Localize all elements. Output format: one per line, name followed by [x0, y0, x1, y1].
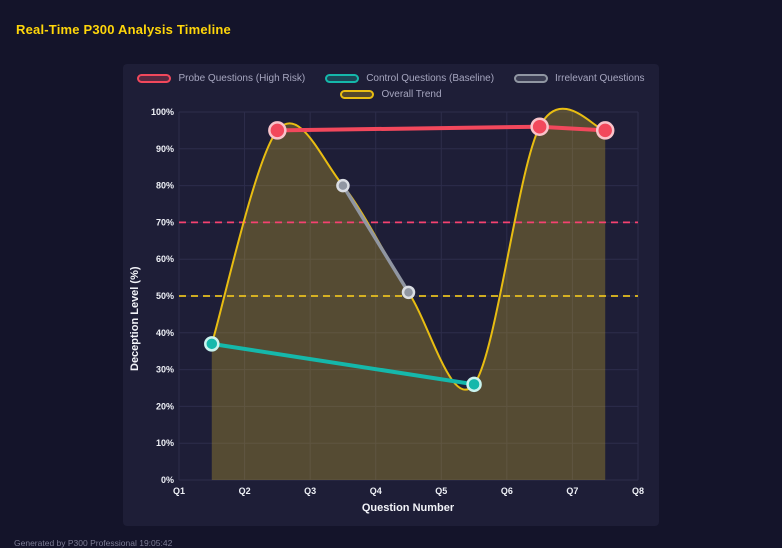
y-tick-label: 100% [151, 107, 174, 117]
x-tick-label: Q2 [239, 486, 251, 496]
y-tick-label: 50% [156, 291, 174, 301]
legend-row: Probe Questions (High Risk) Control Quest… [137, 73, 645, 84]
footer-note: Generated by P300 Professional 19:05:42 [14, 538, 173, 548]
legend-item[interactable]: Control Questions (Baseline) [325, 73, 494, 84]
legend-label: Overall Trend [381, 89, 442, 100]
y-axis-label: Deception Level (%) [129, 266, 141, 372]
legend-item[interactable]: Probe Questions (High Risk) [137, 73, 305, 84]
y-tick-label: 90% [156, 144, 174, 154]
legend-item[interactable]: Overall Trend [340, 89, 442, 100]
page-title: Real-Time P300 Analysis Timeline [16, 22, 231, 37]
data-point[interactable] [595, 121, 615, 140]
series-line [209, 341, 477, 387]
x-tick-label: Q3 [304, 486, 316, 496]
chart-legend: Probe Questions (High Risk) Control Quest… [123, 64, 659, 100]
legend-swatch [340, 90, 375, 99]
x-tick-label: Q1 [173, 486, 185, 496]
chart-area: Deception Level (%) Q1 Q2 Q3 Q4 Q5 Q6 Q7 Q8 0% 10… [123, 102, 659, 502]
data-point[interactable] [530, 117, 549, 136]
legend-swatch [137, 74, 172, 83]
series-line [341, 183, 411, 295]
y-tick-label: 70% [156, 217, 174, 227]
data-point[interactable] [204, 336, 220, 352]
x-tick-label: Q6 [501, 486, 513, 496]
data-point[interactable] [336, 178, 350, 193]
x-tick-label: Q5 [435, 486, 447, 496]
x-axis-label: Question Number [361, 502, 455, 514]
y-tick-label: 20% [156, 401, 174, 411]
legend-swatch [325, 74, 360, 83]
legend-swatch [514, 74, 549, 83]
y-tick-label: 10% [156, 438, 174, 448]
data-point[interactable] [268, 121, 287, 140]
x-tick-label: Q7 [566, 486, 578, 496]
x-tick-label: Q4 [370, 486, 382, 496]
legend-label: Control Questions (Baseline) [366, 73, 495, 84]
y-tick-label: 0% [161, 475, 174, 485]
y-tick-label: 60% [156, 254, 174, 264]
y-tick-label: 80% [156, 181, 174, 191]
data-point[interactable] [466, 376, 482, 393]
x-tick-label: Q8 [632, 486, 644, 496]
y-tick-label: 40% [156, 328, 174, 338]
legend-label: Probe Questions (High Risk) [178, 73, 306, 84]
legend-row: Overall Trend [340, 89, 442, 100]
legend-label: Irrelevant Questions [555, 73, 645, 84]
data-point[interactable] [401, 285, 416, 300]
y-tick-label: 30% [156, 365, 174, 375]
chart-panel: Probe Questions (High Risk) Control Quest… [123, 64, 659, 526]
legend-item[interactable]: Irrelevant Questions [514, 73, 645, 84]
timeline-chart: Q1 Q2 Q3 Q4 Q5 Q6 Q7 Q8 0% 10% 20% 30% 40% 50% 60% 70% 8… [151, 107, 644, 496]
